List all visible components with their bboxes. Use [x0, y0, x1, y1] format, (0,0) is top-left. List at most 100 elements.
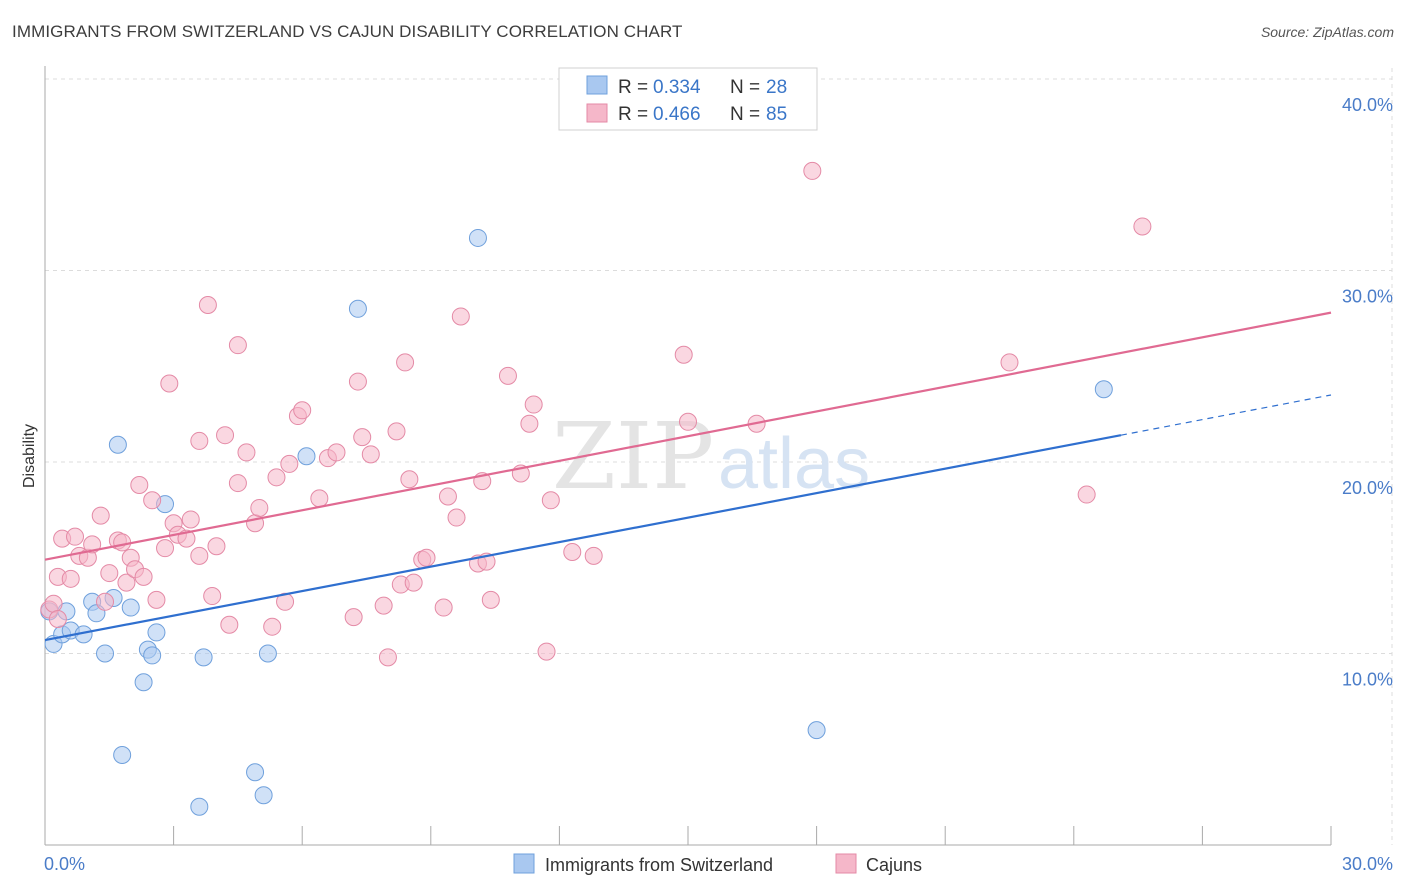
- point-cajuns: [61, 569, 80, 588]
- point-cajuns: [147, 590, 166, 609]
- point-cajuns: [117, 573, 136, 592]
- point-cajuns: [520, 414, 539, 433]
- point-switzerland: [1094, 380, 1113, 399]
- point-cajuns: [434, 598, 453, 617]
- y-tick-label: 10.0%: [1342, 670, 1393, 690]
- point-cajuns: [387, 422, 406, 441]
- point-cajuns: [524, 395, 543, 414]
- grid-lines: [45, 68, 1393, 845]
- trend-line-cajuns: [44, 311, 1332, 561]
- point-switzerland: [348, 299, 367, 318]
- point-switzerland: [468, 228, 487, 247]
- point-cajuns: [130, 475, 149, 494]
- point-cajuns: [143, 491, 162, 510]
- point-cajuns: [237, 443, 256, 462]
- point-cajuns: [541, 491, 560, 510]
- point-cajuns: [83, 535, 102, 554]
- chart-title: IMMIGRANTS FROM SWITZERLAND VS CAJUN DIS…: [12, 22, 683, 41]
- point-cajuns: [48, 610, 67, 629]
- point-switzerland: [143, 646, 162, 665]
- point-cajuns: [344, 608, 363, 627]
- point-cajuns: [537, 642, 556, 661]
- point-switzerland: [96, 644, 115, 663]
- point-cajuns: [134, 567, 153, 586]
- point-cajuns: [1000, 353, 1019, 372]
- point-cajuns: [228, 336, 247, 355]
- point-cajuns: [451, 307, 470, 326]
- y-tick-label: 30.0%: [1342, 287, 1393, 307]
- point-switzerland: [121, 598, 140, 617]
- tick-labels: 10.0% 20.0% 30.0% 40.0% 0.0% 30.0%: [44, 95, 1393, 874]
- point-cajuns: [190, 546, 209, 565]
- legend-r-label-blue: R =: [618, 77, 648, 98]
- point-cajuns: [447, 508, 466, 527]
- legend-n-label-blue: N =: [730, 77, 760, 98]
- point-cajuns: [293, 401, 312, 420]
- point-cajuns: [674, 345, 693, 364]
- legend-r-value-blue: 0.334: [653, 77, 701, 98]
- point-cajuns: [190, 431, 209, 450]
- series-legend-label-pink: Cajuns: [866, 855, 922, 875]
- point-cajuns: [203, 587, 222, 606]
- point-cajuns: [327, 443, 346, 462]
- point-cajuns: [679, 412, 697, 431]
- point-cajuns: [198, 295, 217, 314]
- y-axis-label: Disability: [21, 424, 38, 488]
- x-tick-label: 30.0%: [1342, 854, 1393, 874]
- point-cajuns: [348, 372, 367, 391]
- trend-lines: [44, 311, 1332, 642]
- point-switzerland: [147, 623, 166, 642]
- point-cajuns: [91, 506, 110, 525]
- legend-r-label-pink: R =: [618, 104, 648, 125]
- point-cajuns: [267, 468, 286, 487]
- legend-swatch-pink: [586, 103, 608, 123]
- point-switzerland: [297, 447, 316, 466]
- legend-r-value-pink: 0.466: [653, 104, 701, 125]
- stats-legend: R = 0.334 N = 28 R = 0.466 N = 85: [558, 67, 818, 131]
- point-cajuns: [481, 590, 500, 609]
- point-cajuns: [438, 487, 457, 506]
- point-cajuns: [400, 470, 419, 489]
- point-cajuns: [498, 366, 517, 385]
- point-cajuns: [378, 648, 397, 667]
- point-cajuns: [310, 489, 329, 508]
- legend-swatch-blue: [586, 75, 608, 95]
- point-cajuns: [361, 445, 380, 464]
- point-cajuns: [263, 617, 282, 636]
- data-points: [40, 161, 1152, 816]
- point-switzerland: [108, 435, 127, 454]
- series-legend-label-blue: Immigrants from Switzerland: [545, 855, 773, 875]
- point-cajuns: [584, 546, 603, 565]
- point-cajuns: [113, 533, 132, 552]
- watermark: ZIP atlas: [552, 403, 870, 510]
- point-cajuns: [563, 543, 582, 562]
- legend-n-value-blue: 28: [766, 77, 787, 98]
- legend-n-value-pink: 85: [766, 104, 787, 125]
- point-cajuns: [66, 527, 85, 546]
- point-cajuns: [44, 594, 63, 613]
- x-tick-label: 0.0%: [44, 854, 85, 874]
- point-cajuns: [156, 539, 175, 558]
- point-switzerland: [134, 673, 153, 692]
- point-cajuns: [417, 548, 436, 567]
- axes: [44, 66, 1332, 846]
- point-cajuns: [181, 510, 200, 529]
- point-cajuns: [250, 498, 269, 517]
- point-cajuns: [374, 596, 393, 615]
- y-tick-label: 40.0%: [1342, 95, 1393, 115]
- point-cajuns: [803, 161, 822, 180]
- point-cajuns: [280, 454, 299, 473]
- trend-line-switzerland-extension: [1120, 394, 1332, 436]
- series-legend: Immigrants from Switzerland Cajuns: [513, 853, 922, 875]
- point-switzerland: [190, 797, 209, 816]
- point-cajuns: [220, 615, 239, 634]
- point-switzerland: [258, 644, 277, 663]
- source-label: Source: ZipAtlas.com: [1260, 24, 1394, 40]
- point-cajuns: [1133, 217, 1152, 236]
- point-cajuns: [396, 353, 415, 372]
- trend-line-switzerland: [44, 434, 1122, 642]
- point-cajuns: [100, 564, 119, 583]
- point-cajuns: [160, 374, 179, 393]
- point-cajuns: [96, 592, 115, 611]
